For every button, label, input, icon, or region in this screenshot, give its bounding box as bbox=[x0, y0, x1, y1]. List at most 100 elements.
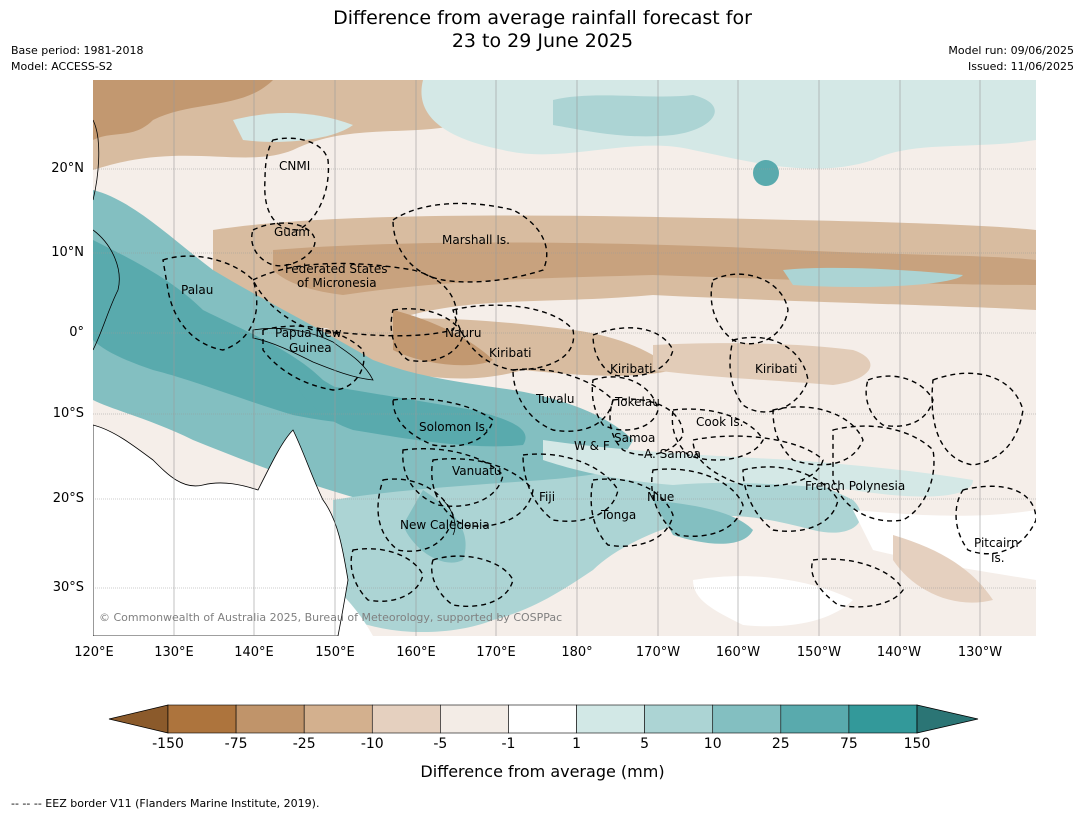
colorbar-segments bbox=[108, 704, 979, 734]
chart-title: Difference from average rainfall forecas… bbox=[0, 7, 1085, 53]
dry-area bbox=[93, 80, 273, 140]
colorbar-tick: 25 bbox=[771, 736, 790, 752]
lon-tick: 120°E bbox=[74, 645, 114, 660]
dry-band bbox=[273, 242, 1036, 295]
region-label: Samoa bbox=[614, 431, 655, 445]
map-svg: CNMI Guam Marshall Is. Federated States … bbox=[93, 80, 1036, 636]
base-period: Base period: 1981-2018 bbox=[11, 44, 144, 57]
lat-tick: 10°S bbox=[52, 406, 84, 421]
region-label: Federated States bbox=[285, 262, 387, 276]
region-label: Nauru bbox=[445, 326, 481, 340]
colorbar-segment bbox=[780, 704, 850, 734]
map-panel[interactable]: CNMI Guam Marshall Is. Federated States … bbox=[93, 80, 1036, 636]
colorbar-tick: -10 bbox=[360, 736, 384, 752]
colorbar-segment bbox=[371, 704, 441, 734]
colorbar-extend-high bbox=[916, 704, 979, 734]
lon-tick: 130°W bbox=[957, 645, 1003, 660]
region-label: Tuvalu bbox=[535, 392, 575, 406]
issued-date: Issued: 11/06/2025 bbox=[967, 60, 1074, 73]
colorbar-tick: -75 bbox=[224, 736, 248, 752]
dry-area bbox=[893, 535, 993, 603]
australia-landmass bbox=[93, 424, 349, 636]
wet-area bbox=[233, 113, 353, 142]
meta-right: Model run: 09/06/2025 Issued: 11/06/2025 bbox=[948, 43, 1074, 75]
wet-core bbox=[93, 240, 423, 424]
wet-area bbox=[333, 460, 861, 632]
lon-tick: 140°W bbox=[876, 645, 922, 660]
wet-core bbox=[293, 380, 526, 447]
region-label: French Polynesia bbox=[805, 479, 905, 493]
colorbar-segment bbox=[167, 704, 237, 734]
lon-tick: 180° bbox=[561, 645, 593, 660]
lon-tick: 160°W bbox=[715, 645, 761, 660]
region-label: of Micronesia bbox=[297, 276, 377, 290]
region-label: Kiribati bbox=[610, 362, 652, 376]
region-label: New Caledonia bbox=[400, 518, 490, 532]
neutral-area bbox=[853, 510, 1036, 580]
region-label: Papua New bbox=[275, 326, 342, 340]
lat-tick: 20°N bbox=[51, 161, 84, 176]
lon-tick: 130°E bbox=[154, 645, 194, 660]
colorbar-segment bbox=[644, 704, 714, 734]
wet-core bbox=[403, 490, 466, 563]
graticule bbox=[173, 80, 981, 636]
lon-tick: 160°E bbox=[396, 645, 436, 660]
lat-tick: 10°N bbox=[51, 245, 84, 260]
colorbar-segment bbox=[712, 704, 782, 734]
region-label: Fiji bbox=[539, 490, 555, 504]
colorbar-segment bbox=[303, 704, 373, 734]
colorbar-segment bbox=[508, 704, 577, 734]
coastline bbox=[93, 229, 120, 351]
region-label: Is. bbox=[991, 551, 1005, 565]
colorbar-extend-low bbox=[108, 704, 169, 734]
new-guinea-outline bbox=[252, 327, 374, 381]
lon-tick: 170°E bbox=[476, 645, 516, 660]
wet-core bbox=[653, 500, 753, 544]
philippines-outline bbox=[93, 119, 100, 201]
model-run: Model run: 09/06/2025 bbox=[948, 44, 1074, 57]
wet-area bbox=[783, 267, 963, 287]
colorbar-tick: 1 bbox=[572, 736, 581, 752]
region-label: Tonga bbox=[600, 508, 636, 522]
eez-borders bbox=[162, 137, 1036, 608]
title-line-2: 23 to 29 June 2025 bbox=[451, 30, 634, 52]
title-line-1: Difference from average rainfall forecas… bbox=[333, 7, 752, 29]
region-label: Cook Is. bbox=[696, 415, 743, 429]
dry-core bbox=[393, 310, 493, 366]
copyright-notice: © Commonwealth of Australia 2025, Bureau… bbox=[99, 611, 562, 624]
region-label: Guam bbox=[274, 225, 310, 239]
region-label: Marshall Is. bbox=[442, 233, 510, 247]
lon-tick: 150°E bbox=[315, 645, 355, 660]
lon-tick: 150°W bbox=[796, 645, 842, 660]
colorbar-segment bbox=[440, 704, 509, 734]
region-label: Pitcairn bbox=[974, 536, 1019, 550]
dry-band bbox=[653, 343, 871, 385]
colorbar-tick: 10 bbox=[703, 736, 722, 752]
colorbar-segment bbox=[848, 704, 918, 734]
lat-tick: 30°S bbox=[52, 580, 84, 595]
colorbar-tick: 5 bbox=[640, 736, 650, 752]
colorbar-label: Difference from average (mm) bbox=[420, 762, 665, 781]
neutral-area bbox=[693, 576, 853, 627]
wet-spot bbox=[753, 160, 779, 186]
colorbar bbox=[108, 704, 979, 734]
lat-tick: 0° bbox=[69, 325, 84, 340]
colorbar-tick: 75 bbox=[839, 736, 858, 752]
region-label: Tokelau bbox=[614, 395, 660, 409]
model-name: Model: ACCESS-S2 bbox=[11, 60, 113, 73]
colorbar-tick: -5 bbox=[433, 736, 448, 752]
colorbar-segment bbox=[235, 704, 305, 734]
colorbar-segment bbox=[576, 704, 645, 734]
region-label: Palau bbox=[181, 283, 213, 297]
colorbar-tick: -25 bbox=[292, 736, 316, 752]
wet-area bbox=[553, 95, 715, 137]
region-label: Kiribati bbox=[755, 362, 797, 376]
lat-tick: 20°S bbox=[52, 491, 84, 506]
region-label: A. Samoa bbox=[644, 447, 701, 461]
eez-legend-note: -- -- -- EEZ border V11 (Flanders Marine… bbox=[11, 797, 320, 810]
lon-tick: 170°W bbox=[635, 645, 681, 660]
colorbar-tick: -150 bbox=[152, 736, 184, 752]
region-label: Vanuatu bbox=[452, 464, 502, 478]
colorbar-tick: 150 bbox=[903, 736, 931, 752]
region-label: Guinea bbox=[289, 341, 332, 355]
